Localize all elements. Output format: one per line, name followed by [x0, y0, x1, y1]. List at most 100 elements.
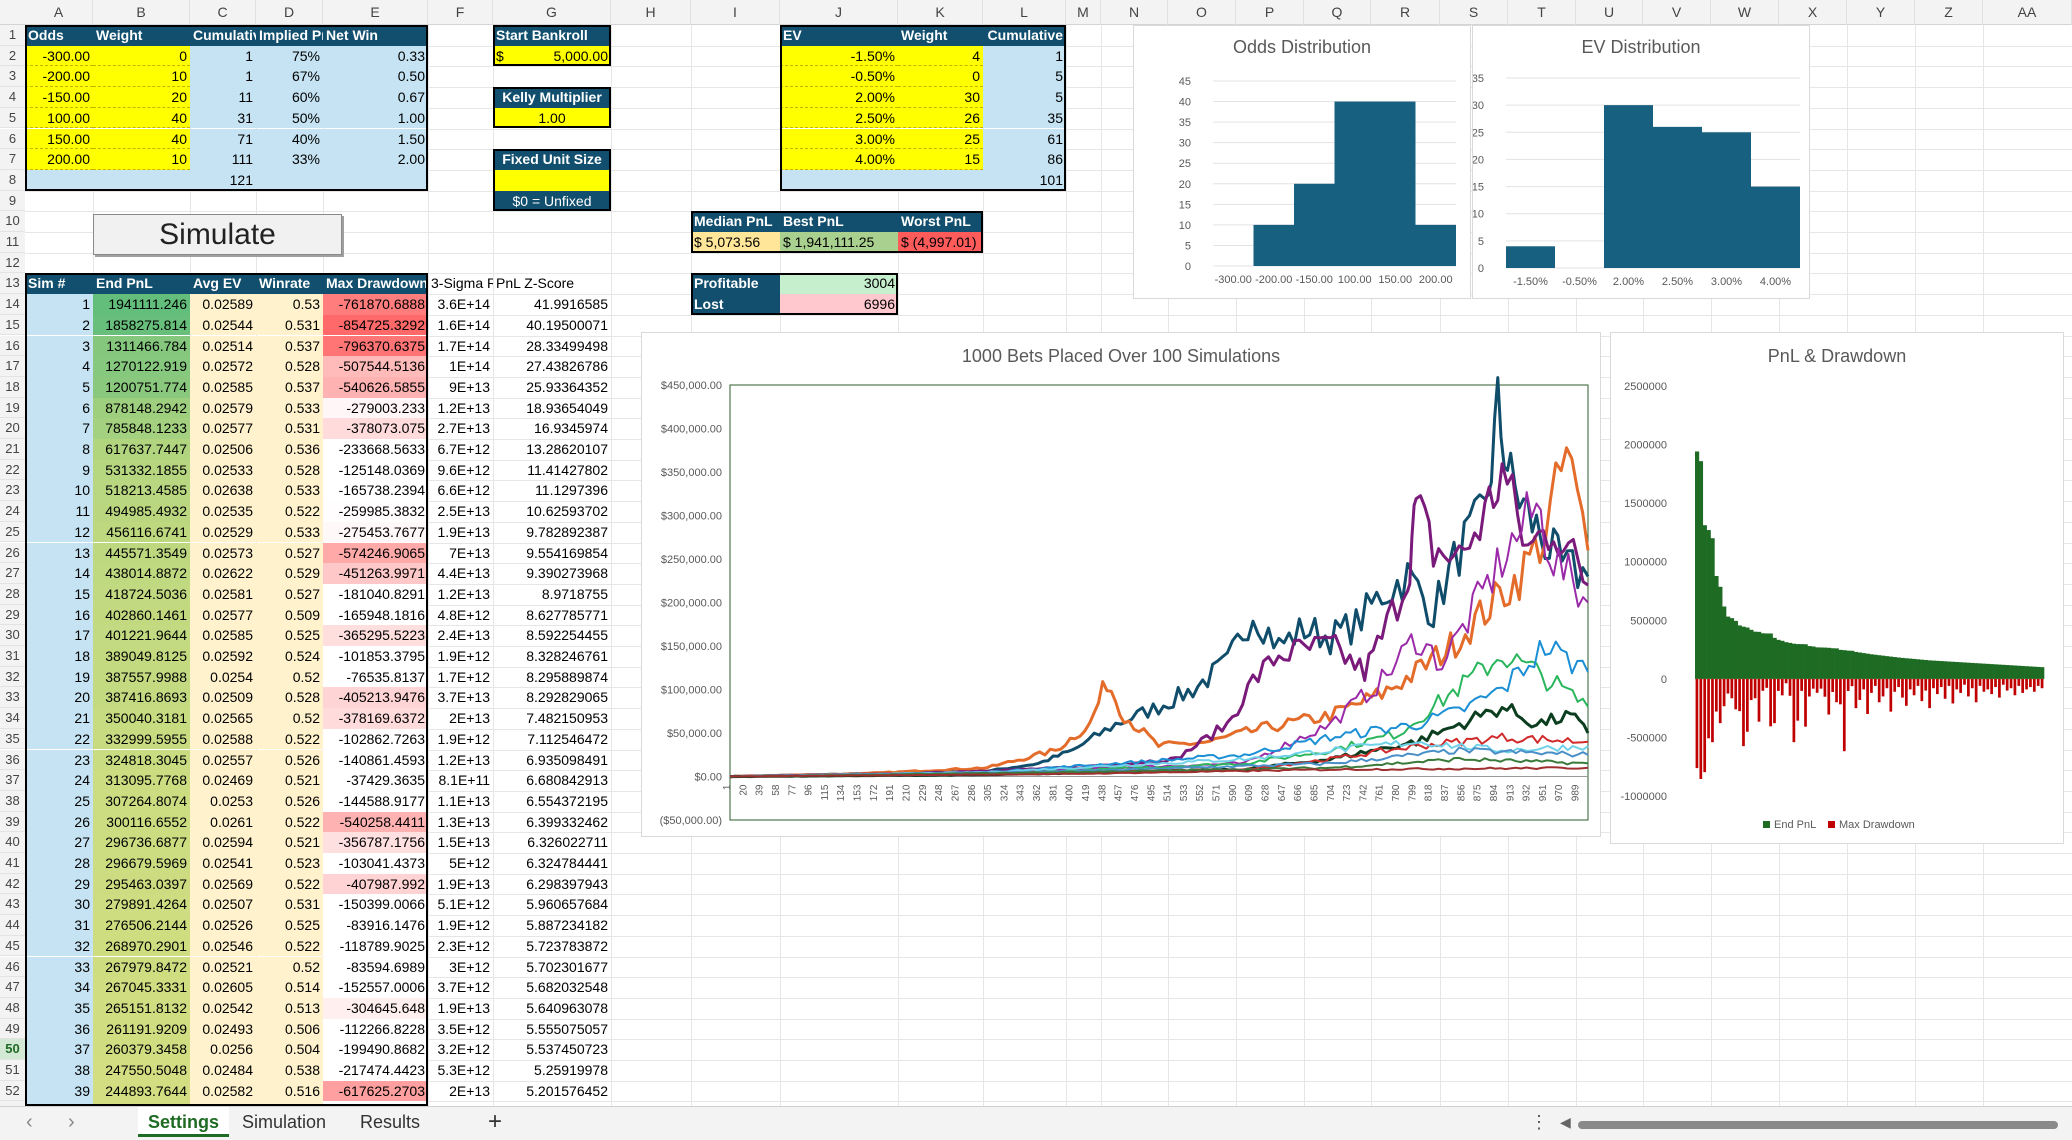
- sim-cell[interactable]: 8.292829065: [526, 689, 608, 706]
- sim-cell[interactable]: -37429.3635: [323, 770, 428, 791]
- sim-cell[interactable]: 8.1E+11: [438, 772, 490, 789]
- row-header[interactable]: 43: [0, 894, 25, 916]
- row-header[interactable]: 41: [0, 853, 25, 874]
- row-header[interactable]: 31: [0, 646, 25, 667]
- sim-cell[interactable]: 0.02541: [190, 853, 256, 874]
- sim-cell[interactable]: -102862.7263: [323, 728, 428, 750]
- sim-cell[interactable]: 38: [25, 1060, 93, 1081]
- row-header[interactable]: 20: [0, 418, 25, 439]
- odds-cell[interactable]: 71: [190, 128, 256, 150]
- row-header[interactable]: 4: [0, 87, 25, 108]
- sim-cell[interactable]: 5.3E+12: [437, 1062, 490, 1078]
- odds-cell[interactable]: 10: [93, 66, 190, 88]
- sim-cell[interactable]: 32: [25, 935, 93, 957]
- sim-cell[interactable]: 0.02546: [190, 935, 256, 957]
- sim-cell[interactable]: 0.522: [256, 728, 323, 750]
- sim-cell[interactable]: -365295.5223: [323, 625, 428, 646]
- sim-cell[interactable]: 1: [25, 294, 93, 315]
- sim-cell[interactable]: 0.02605: [190, 977, 256, 998]
- row-header[interactable]: 18: [0, 376, 25, 398]
- sim-cell[interactable]: 0.522: [256, 935, 323, 957]
- fixed-unit-input[interactable]: [493, 169, 611, 191]
- odds-cell[interactable]: 40: [93, 128, 190, 150]
- ev-cell[interactable]: 0: [898, 66, 983, 88]
- odds-total[interactable]: [93, 169, 190, 191]
- row-header[interactable]: 36: [0, 749, 25, 771]
- sim-cell[interactable]: -199490.8682: [323, 1039, 428, 1060]
- ev-cell[interactable]: 25: [898, 128, 983, 150]
- sim-cell[interactable]: 0.0256: [190, 1039, 256, 1060]
- sim-cell[interactable]: 0.524: [256, 646, 323, 667]
- sim-cell[interactable]: 0.528: [256, 687, 323, 709]
- row-header[interactable]: 45: [0, 935, 25, 957]
- sim-cell[interactable]: 0.513: [256, 997, 323, 1019]
- sim-cell[interactable]: -83594.6989: [323, 956, 428, 978]
- sim-cell[interactable]: 5: [25, 376, 93, 398]
- sim-cell[interactable]: 5.537450723: [526, 1041, 608, 1058]
- sim-cell[interactable]: 1.3E+13: [437, 813, 490, 830]
- sim-cell[interactable]: 0.02514: [190, 335, 256, 357]
- sim-cell[interactable]: 1200751.774: [93, 376, 190, 398]
- sim-cell[interactable]: 0.02507: [190, 894, 256, 916]
- row-header[interactable]: 37: [0, 770, 25, 791]
- column-header[interactable]: AA: [1983, 0, 2072, 25]
- sim-cell[interactable]: 23: [25, 749, 93, 771]
- sim-cell[interactable]: -356787.1756: [323, 832, 428, 853]
- sim-cell[interactable]: 28.33499498: [526, 337, 608, 354]
- sim-cell[interactable]: 268970.2901: [93, 935, 190, 957]
- odds-cell[interactable]: 0.67: [323, 87, 428, 108]
- odds-distribution-chart[interactable]: Odds Distribution 0 5 10 15 20 25 30 35 40 45 -300…: [1133, 25, 1471, 299]
- odds-cell[interactable]: 33%: [256, 149, 323, 170]
- sim-cell[interactable]: 401221.9644: [93, 625, 190, 646]
- odds-cell[interactable]: 1: [190, 66, 256, 88]
- row-header[interactable]: 8: [0, 169, 25, 191]
- sim-cell[interactable]: 25: [25, 790, 93, 812]
- tab-settings[interactable]: Settings: [138, 1107, 230, 1137]
- sim-cell[interactable]: 617637.7447: [93, 439, 190, 460]
- sim-cell[interactable]: 324818.3045: [93, 749, 190, 771]
- column-header[interactable]: V: [1643, 0, 1711, 25]
- ev-cell[interactable]: 5: [983, 66, 1066, 88]
- sim-cell[interactable]: 7: [25, 418, 93, 439]
- spreadsheet-grid[interactable]: A B C D E F G H I J K L M N O P Q R S T U V W X Y Z AA 1 2 3 4 5 6 7 8 9 10…: [0, 0, 2072, 1106]
- sim-cell[interactable]: 21: [25, 708, 93, 729]
- sim-cell[interactable]: 0.526: [256, 790, 323, 812]
- sim-cell[interactable]: -112266.8228: [323, 1018, 428, 1040]
- sim-cell[interactable]: 5.201576452: [526, 1082, 608, 1099]
- sim-cell[interactable]: 8: [25, 439, 93, 460]
- ev-cell[interactable]: 35: [983, 107, 1066, 129]
- column-header[interactable]: M: [1066, 0, 1101, 25]
- sim-cell[interactable]: 1.5E+13: [437, 834, 490, 851]
- sim-cell[interactable]: 29: [25, 873, 93, 895]
- sim-cell[interactable]: 1.2E+13: [437, 585, 490, 602]
- sim-cell[interactable]: 332999.5955: [93, 728, 190, 750]
- sim-cell[interactable]: 30: [25, 894, 93, 916]
- row-header[interactable]: 40: [0, 832, 25, 853]
- sim-cell[interactable]: -304645.648: [323, 997, 428, 1019]
- sim-cell[interactable]: 0.02622: [190, 563, 256, 584]
- sim-cell[interactable]: 0.02529: [190, 521, 256, 543]
- sim-cell[interactable]: 34: [25, 977, 93, 998]
- tab-prev-icon[interactable]: ‹: [26, 1111, 33, 1133]
- ev-cell[interactable]: 5: [983, 87, 1066, 108]
- sim-cell[interactable]: 1.7E+12: [437, 668, 490, 685]
- sim-cell[interactable]: 1941111.246: [93, 294, 190, 315]
- sim-cell[interactable]: 0.528: [256, 459, 323, 481]
- ev-cell[interactable]: -1.50%: [780, 45, 898, 67]
- sim-cell[interactable]: 0.02588: [190, 728, 256, 750]
- sim-cell[interactable]: 0.02577: [190, 604, 256, 626]
- sim-cell[interactable]: 0.537: [256, 376, 323, 398]
- sim-cell[interactable]: 0.522: [256, 811, 323, 833]
- sim-cell[interactable]: 10: [25, 480, 93, 502]
- sim-cell[interactable]: 1.9E+13: [437, 523, 490, 540]
- column-header[interactable]: O: [1168, 0, 1236, 25]
- sim-cell[interactable]: 0.521: [256, 832, 323, 853]
- sim-cell[interactable]: -507544.5136: [323, 356, 428, 377]
- sim-cell[interactable]: 1.9E+12: [437, 917, 490, 934]
- sim-cell[interactable]: -407987.992: [323, 873, 428, 895]
- sim-cell[interactable]: 9.390273968: [526, 565, 608, 582]
- sim-cell[interactable]: 5.702301677: [526, 958, 608, 975]
- column-header[interactable]: I: [691, 0, 780, 25]
- sim-cell[interactable]: 1E+14: [449, 358, 490, 375]
- sim-cell[interactable]: 0.02521: [190, 956, 256, 978]
